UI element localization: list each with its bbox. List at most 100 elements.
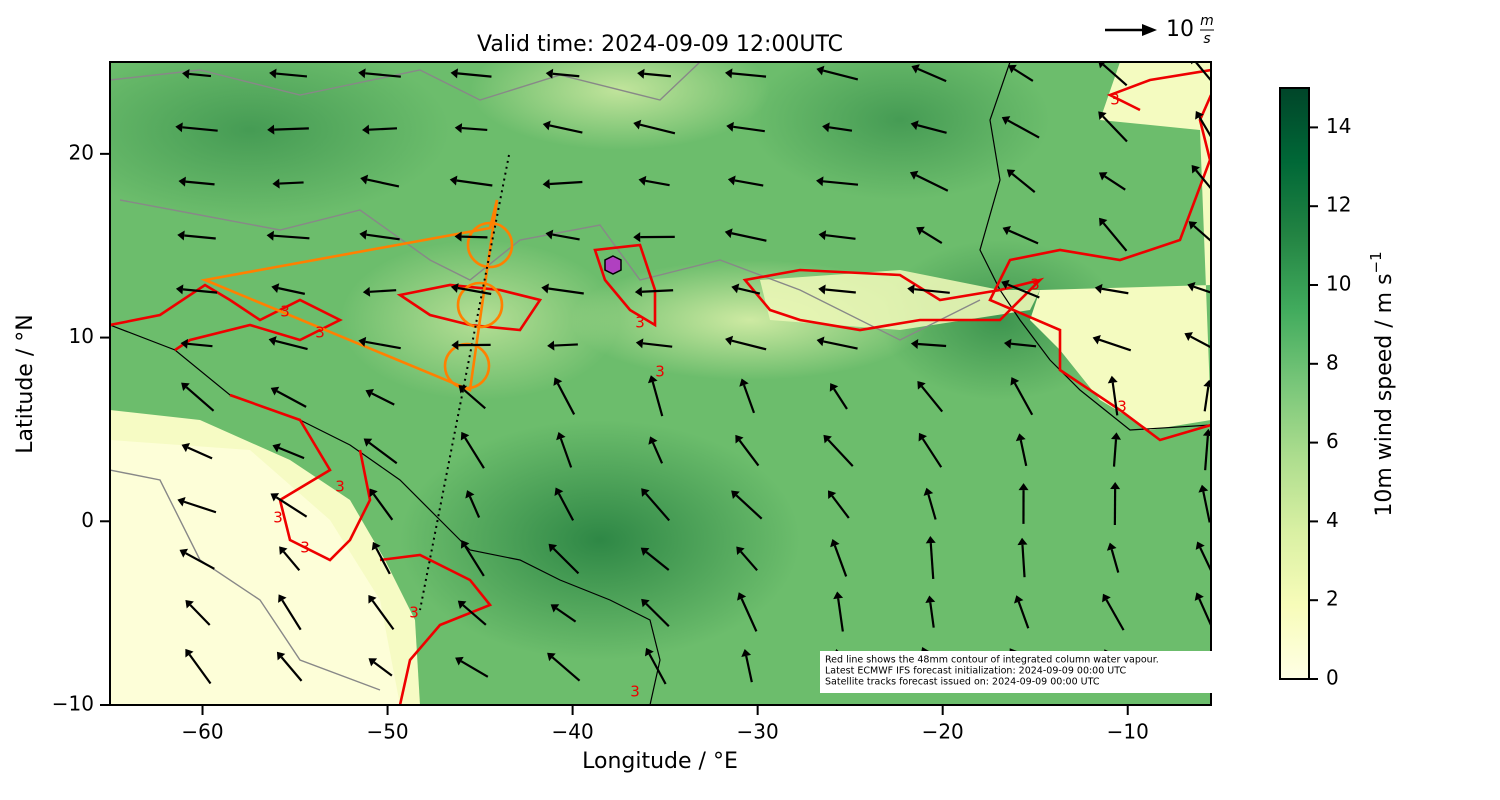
wind-arrow — [828, 126, 853, 132]
wind-arrow — [1203, 386, 1210, 412]
wind-arrow — [371, 392, 395, 406]
wind-arrow — [1198, 116, 1211, 139]
wind-arrow — [373, 661, 393, 677]
wind-arrow-head — [638, 175, 647, 186]
wind-arrow-head — [1188, 221, 1198, 230]
wind-arrow — [275, 496, 308, 518]
wind-arrow — [462, 604, 487, 626]
wind-arrow — [648, 653, 667, 685]
wind-arrow-head — [362, 124, 370, 135]
wind-arrow — [280, 656, 303, 682]
wind-arrow-head — [266, 230, 274, 241]
wind-arrow-head — [449, 175, 458, 186]
wind-arrow — [278, 446, 305, 460]
wind-arrow — [1204, 435, 1209, 471]
wind-arrow-head — [737, 592, 747, 601]
wind-arrow — [1105, 599, 1125, 631]
wind-arrow — [825, 288, 856, 294]
colorbar-tick-label: 8 — [1326, 350, 1339, 374]
y-tick-label: −10 — [52, 692, 94, 716]
wind-arrow-head — [1191, 164, 1200, 174]
colorbar-label: 10m wind speed / m s−1 — [1367, 251, 1398, 516]
wind-arrow — [554, 343, 578, 347]
wind-arrow — [740, 550, 758, 572]
wind-arrow-head — [371, 541, 381, 551]
wind-arrow-head — [823, 434, 832, 444]
wind-arrow-head — [365, 388, 374, 398]
wind-arrow — [1101, 287, 1129, 295]
wind-arrow-head — [822, 122, 830, 133]
wind-arrow-head — [451, 340, 459, 351]
wind-arrow-head — [1184, 332, 1193, 342]
wind-arrow — [548, 287, 584, 295]
wind-arrow-head — [178, 176, 186, 187]
wind-arrow — [833, 545, 848, 577]
wind-arrow-head — [637, 68, 645, 79]
wind-arrow-head — [829, 383, 839, 392]
wind-arrow-head — [816, 176, 824, 187]
wind-arrow — [182, 126, 218, 132]
wind-arrow — [825, 234, 856, 240]
wind-arrow-head — [725, 68, 733, 79]
wind-arrow-head — [368, 595, 377, 604]
wind-arrow-head — [647, 375, 658, 384]
x-tick-label: −50 — [366, 720, 408, 744]
contour-label: 3 — [273, 509, 283, 527]
wind-arrow-head — [816, 336, 825, 347]
wind-arrow-head — [633, 119, 642, 130]
wind-arrow-head — [359, 229, 368, 240]
wind-arrow-head — [736, 546, 745, 556]
wind-arrow — [1193, 285, 1211, 294]
wind-arrow — [277, 287, 306, 295]
wind-arrow — [552, 547, 580, 575]
wind-arrow-head — [641, 598, 650, 608]
x-tick-label: −20 — [922, 720, 964, 744]
wind-arrow-head — [175, 122, 183, 133]
wind-arrow — [731, 339, 767, 351]
wind-arrow — [639, 123, 676, 135]
wind-arrow — [457, 72, 492, 78]
wind-arrow — [1111, 382, 1119, 416]
wind-arrow — [552, 233, 580, 241]
wind-arrow-head — [556, 431, 566, 441]
wind-arrow — [917, 124, 947, 134]
wind-arrow-head — [278, 594, 287, 603]
wind-arrow — [735, 494, 763, 520]
wind-arrow-head — [460, 540, 470, 549]
wind-arrow-head — [358, 336, 367, 347]
wind-arrow-head — [545, 229, 554, 240]
wind-arrows — [175, 62, 1211, 686]
wind-arrow-head — [268, 336, 277, 346]
wind-arrow — [1102, 222, 1128, 252]
wind-arrow-head — [1015, 433, 1026, 442]
wind-arrow — [914, 288, 950, 294]
wind-arrow — [1193, 225, 1211, 243]
wind-arrow — [1202, 491, 1211, 523]
wind-arrow-head — [180, 338, 189, 349]
wind-arrow — [1112, 439, 1118, 467]
annotation-line: Latest ECMWF IFS forecast initialization… — [825, 666, 1126, 677]
wind-arrow — [742, 384, 756, 414]
wind-arrow — [552, 72, 580, 78]
wind-arrow-head — [1107, 375, 1118, 384]
wind-arrow — [187, 342, 213, 348]
wind-arrow-head — [633, 232, 641, 243]
wind-arrow-head — [739, 378, 749, 387]
contour-label: 3 — [630, 683, 640, 701]
wind-arrow — [1110, 549, 1120, 573]
wind-arrow-head — [1195, 111, 1204, 120]
wind-arrow-head — [1187, 281, 1196, 292]
wind-arrow — [731, 232, 767, 242]
wind-arrow-head — [460, 431, 470, 441]
wind-arrow — [644, 492, 671, 522]
contour-label: 3 — [635, 314, 645, 332]
quiver-key-label: 10 — [1166, 17, 1194, 42]
wind-arrow — [273, 234, 310, 240]
wind-arrow-head — [177, 230, 185, 241]
wind-arrow — [1194, 62, 1211, 83]
wind-arrow-head — [542, 179, 550, 189]
wind-arrow — [282, 550, 301, 572]
annotation: Red line shows the 48mm contour of integ… — [825, 655, 1159, 688]
x-tick-label: −60 — [181, 720, 223, 744]
